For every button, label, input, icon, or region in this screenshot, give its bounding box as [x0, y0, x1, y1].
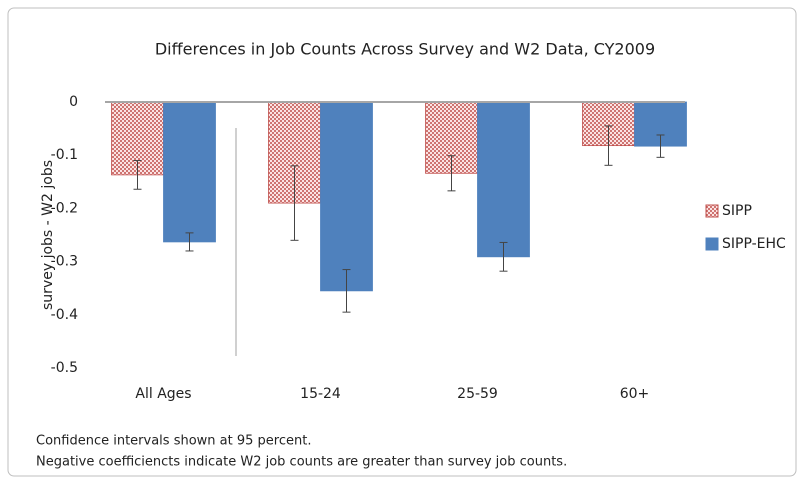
- error-bar: [133, 160, 142, 190]
- legend-label: SIPP: [722, 203, 752, 219]
- error-bar: [290, 165, 299, 241]
- y-tick-label: -0.4: [51, 307, 78, 323]
- legend-swatch: [705, 237, 719, 251]
- chart-title: Differences in Job Counts Across Survey …: [155, 40, 655, 59]
- error-bar: [185, 232, 194, 252]
- y-tick-label: -0.3: [51, 254, 78, 270]
- y-tick-label: -0.2: [51, 200, 78, 216]
- chart-frame: [7, 7, 797, 477]
- error-bar: [342, 269, 351, 313]
- y-tick-label: -0.1: [51, 147, 78, 163]
- error-bar: [604, 125, 613, 166]
- error-bar: [656, 134, 665, 158]
- legend-swatch: [705, 204, 719, 218]
- bar: [163, 101, 216, 243]
- x-tick-label: All Ages: [135, 386, 191, 402]
- bar: [320, 101, 373, 292]
- y-tick-label: 0: [69, 94, 78, 110]
- y-tick-label: -0.5: [51, 360, 78, 376]
- note: Confidence intervals shown at 95 percent…: [36, 434, 311, 449]
- x-tick-label: 25-59: [457, 386, 498, 402]
- y-axis-label: survey jobs - W2 jobs: [40, 160, 56, 310]
- note: Negative coefficiencts indicate W2 job c…: [36, 455, 567, 470]
- legend-label: SIPP-EHC: [722, 236, 786, 252]
- error-bar: [499, 241, 508, 272]
- x-tick-label: 60+: [620, 386, 650, 402]
- x-tick-label: 15-24: [300, 386, 341, 402]
- error-bar: [447, 155, 456, 192]
- bar: [477, 101, 530, 258]
